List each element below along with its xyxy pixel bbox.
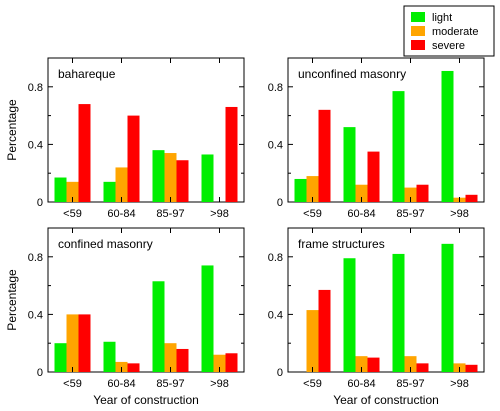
x-tick-label: 60-84 xyxy=(347,378,375,390)
panel-bahareque: bahareque 0 0.4 0.8 <59 60-84 85-97 >98 Percenta… xyxy=(5,57,245,220)
bar-severe-60-84 xyxy=(367,151,380,202)
bar-moderate-85-97 xyxy=(164,153,177,202)
chart-panels: bahareque 0 0.4 0.8 <59 60-84 85-97 >98 Percenta… xyxy=(5,57,485,407)
y-tick-label: 0 xyxy=(277,197,283,209)
legend-label-light: light xyxy=(432,12,452,24)
plot-frame xyxy=(47,57,245,203)
bar-severe-60-84 xyxy=(367,357,380,372)
x-axis-label: Year of construction xyxy=(333,393,439,407)
plot-frame xyxy=(47,227,245,373)
legend-swatch-light xyxy=(411,12,425,22)
bar-moderate-lt59 xyxy=(66,181,79,202)
bar-moderate-60-84 xyxy=(355,184,368,202)
bar-light-lt59 xyxy=(54,343,67,372)
panel-unconfined-masonry: unconfined masonry 0 0.4 0.8 <59 60-84 85-97 >9… xyxy=(268,57,485,220)
x-tick-label: <59 xyxy=(63,208,82,220)
legend-swatch-severe xyxy=(411,40,425,50)
x-tick-label: 60-84 xyxy=(107,378,135,390)
bar-severe-gt98 xyxy=(465,194,478,202)
bar-light-60-84 xyxy=(103,181,116,202)
x-tick-label: 60-84 xyxy=(107,208,135,220)
bar-moderate-85-97 xyxy=(164,343,177,372)
bar-moderate-60-84 xyxy=(355,356,368,372)
y-tick-label: 0.4 xyxy=(28,309,43,321)
bar-severe-gt98 xyxy=(465,364,478,372)
bar-severe-85-97 xyxy=(176,348,189,372)
bar-light-85-97 xyxy=(152,150,165,202)
bar-severe-85-97 xyxy=(416,184,429,202)
bar-light-60-84 xyxy=(103,341,116,372)
bar-severe-60-84 xyxy=(127,363,140,372)
plot-frame xyxy=(287,57,485,203)
bar-severe-85-97 xyxy=(176,160,189,202)
bar-severe-lt59 xyxy=(78,314,91,372)
bar-severe-gt98 xyxy=(225,353,238,372)
x-tick-label: 85-97 xyxy=(396,378,424,390)
y-tick-label: 0.4 xyxy=(28,139,43,151)
bar-moderate-60-84 xyxy=(115,361,128,372)
y-axis-label: Percentage xyxy=(5,269,19,331)
x-tick-label: <59 xyxy=(63,378,82,390)
x-tick-label: >98 xyxy=(210,208,229,220)
bar-severe-lt59 xyxy=(318,109,331,202)
x-tick-label: 85-97 xyxy=(396,208,424,220)
bar-light-lt59 xyxy=(294,178,307,202)
y-tick-label: 0.8 xyxy=(28,82,43,94)
x-tick-label: <59 xyxy=(303,378,322,390)
x-tick-label: 85-97 xyxy=(156,208,184,220)
legend-label-moderate: moderate xyxy=(432,26,478,38)
y-tick-label: 0.4 xyxy=(268,139,283,151)
bar-moderate-gt98 xyxy=(213,354,226,372)
bar-moderate-lt59 xyxy=(66,314,79,372)
bar-moderate-lt59 xyxy=(306,176,319,202)
legend-label-severe: severe xyxy=(432,40,465,52)
x-tick-label: <59 xyxy=(303,208,322,220)
bar-severe-85-97 xyxy=(416,363,429,372)
bar-light-85-97 xyxy=(392,253,405,372)
x-tick-label: 60-84 xyxy=(347,208,375,220)
bar-light-gt98 xyxy=(441,70,454,203)
bar-moderate-lt59 xyxy=(306,310,319,372)
y-tick-label: 0 xyxy=(37,197,43,209)
y-tick-label: 0.4 xyxy=(268,309,283,321)
bar-severe-gt98 xyxy=(225,106,238,202)
panel-title: unconfined masonry xyxy=(298,67,406,81)
x-tick-label: >98 xyxy=(450,208,469,220)
x-tick-label: >98 xyxy=(450,378,469,390)
bar-light-gt98 xyxy=(441,243,454,372)
y-tick-label: 0 xyxy=(37,367,43,379)
bar-severe-60-84 xyxy=(127,115,140,202)
panel-frame-structures: frame structures 0 0.4 0.8 <59 60-84 85-97 >98 Y… xyxy=(268,227,485,407)
bar-light-85-97 xyxy=(392,91,405,202)
bar-light-gt98 xyxy=(201,154,214,202)
x-tick-label: >98 xyxy=(210,378,229,390)
bar-moderate-85-97 xyxy=(404,187,417,202)
panel-confined-masonry: confined masonry 0 0.4 0.8 <59 60-84 85-97 >98 P… xyxy=(5,227,245,407)
bar-moderate-85-97 xyxy=(404,356,417,372)
bar-moderate-60-84 xyxy=(115,167,128,202)
panel-title: confined masonry xyxy=(58,237,153,251)
plot-frame xyxy=(287,227,485,373)
y-tick-label: 0.8 xyxy=(268,82,283,94)
y-axis-label: Percentage xyxy=(5,99,19,161)
y-tick-label: 0.8 xyxy=(28,252,43,264)
x-tick-label: 85-97 xyxy=(156,378,184,390)
x-axis-label: Year of construction xyxy=(93,393,199,407)
y-tick-label: 0 xyxy=(277,367,283,379)
bar-light-gt98 xyxy=(201,265,214,372)
panel-title: bahareque xyxy=(58,67,116,81)
bar-light-60-84 xyxy=(343,127,356,202)
bar-light-85-97 xyxy=(152,281,165,372)
legend-swatch-moderate xyxy=(411,26,425,36)
legend: light moderate severe xyxy=(403,5,495,57)
panel-title: frame structures xyxy=(298,237,385,251)
bar-light-lt59 xyxy=(54,177,67,202)
bar-light-60-84 xyxy=(343,258,356,372)
bar-severe-lt59 xyxy=(78,104,91,202)
y-tick-label: 0.8 xyxy=(268,252,283,264)
bar-severe-lt59 xyxy=(318,289,331,372)
